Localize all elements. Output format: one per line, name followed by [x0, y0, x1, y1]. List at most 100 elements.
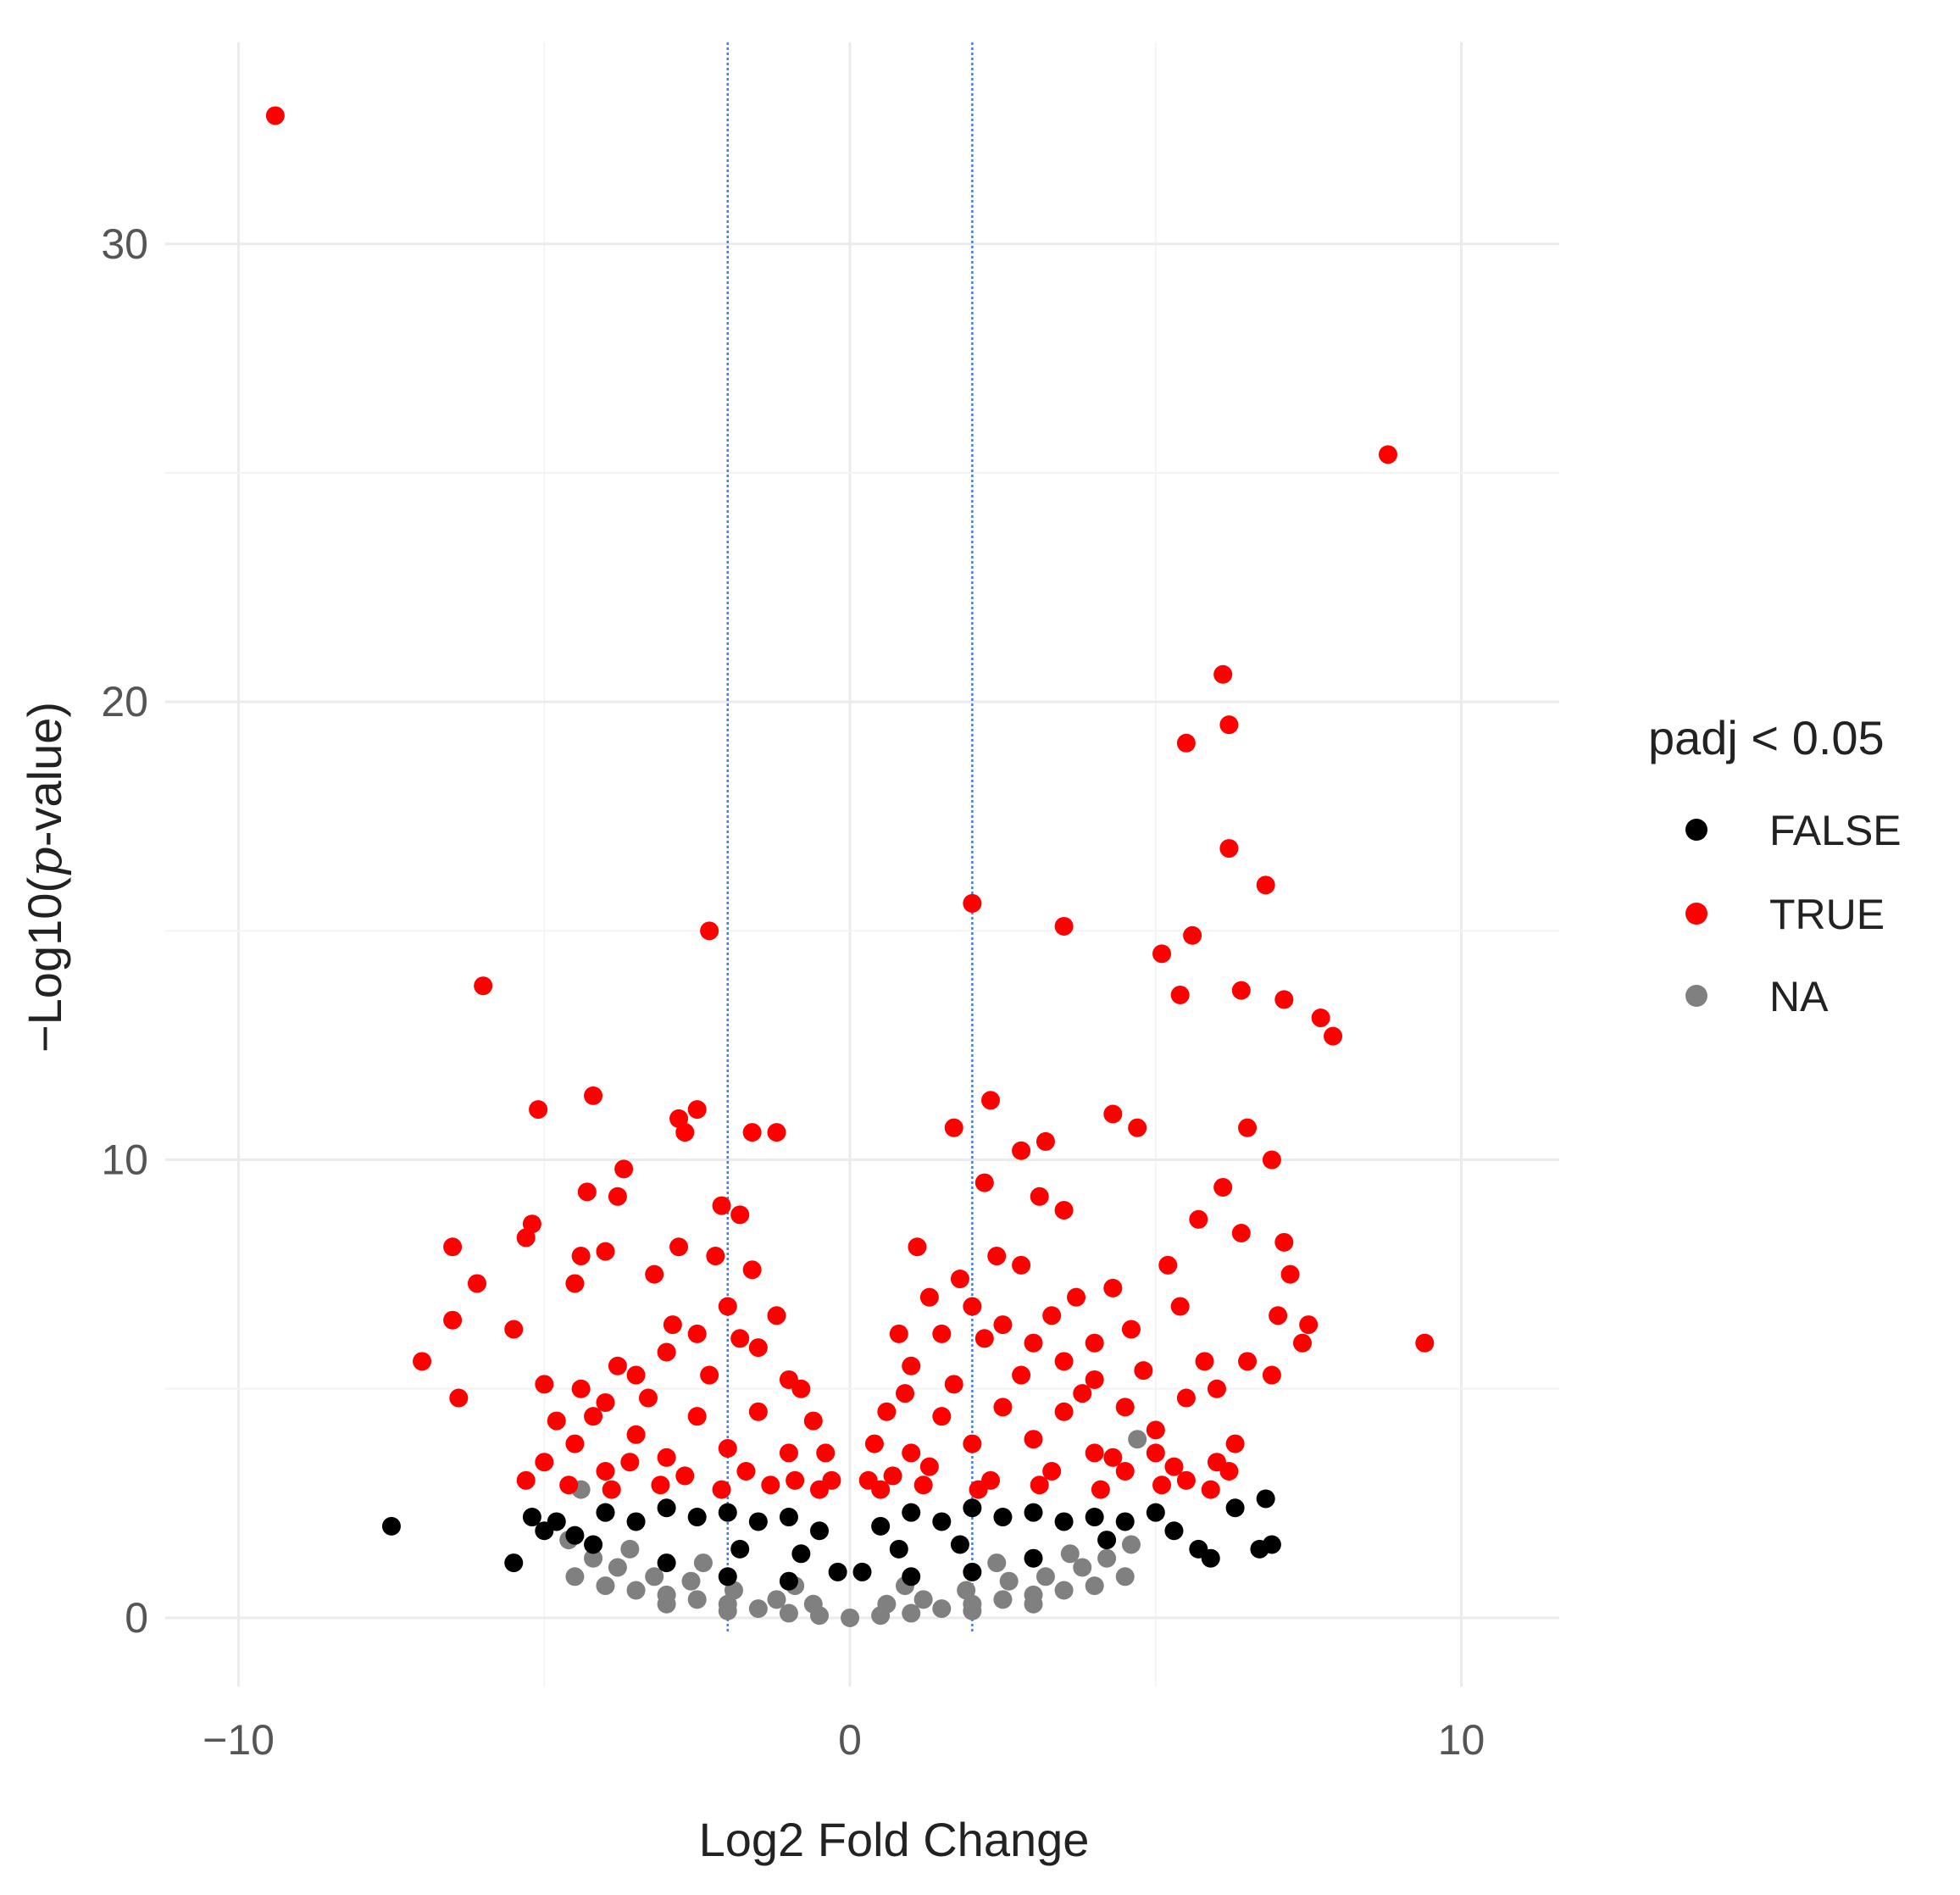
point-true	[626, 1425, 646, 1444]
point-true	[1030, 1475, 1049, 1495]
point-na	[645, 1567, 664, 1587]
point-true	[803, 1411, 823, 1431]
point-true	[896, 1384, 915, 1403]
point-na	[1036, 1567, 1055, 1587]
point-false	[871, 1516, 891, 1536]
point-true	[993, 1315, 1013, 1335]
point-true	[596, 1242, 615, 1261]
point-true	[1269, 1306, 1288, 1325]
x-tick-label: 0	[838, 1716, 862, 1764]
point-true	[565, 1274, 585, 1293]
point-true	[1012, 1365, 1031, 1385]
point-true	[1024, 1333, 1043, 1353]
point-false	[687, 1508, 707, 1527]
point-true	[1042, 1306, 1062, 1325]
point-true	[1134, 1361, 1153, 1381]
point-false	[657, 1553, 676, 1573]
point-true	[596, 1462, 615, 1481]
point-true	[529, 1100, 548, 1120]
grid-lines	[165, 42, 1559, 1687]
point-true	[1219, 715, 1239, 735]
point-true	[504, 1320, 524, 1339]
point-true	[1201, 1480, 1220, 1499]
point-true	[449, 1388, 469, 1408]
point-false	[1097, 1531, 1117, 1550]
point-na	[1097, 1548, 1117, 1568]
point-true	[718, 1438, 737, 1458]
point-true	[1256, 875, 1275, 895]
point-false	[748, 1512, 768, 1531]
point-true	[1219, 1462, 1239, 1481]
point-na	[767, 1590, 786, 1609]
point-false	[718, 1567, 737, 1587]
point-true	[547, 1411, 566, 1431]
point-true	[902, 1443, 921, 1463]
point-true	[1324, 1026, 1343, 1046]
point-false	[1115, 1512, 1135, 1531]
point-na	[1073, 1558, 1092, 1577]
point-true	[987, 1247, 1007, 1266]
point-true	[1195, 1352, 1214, 1371]
point-true	[791, 1379, 811, 1398]
point-na	[999, 1571, 1019, 1591]
point-true	[1378, 445, 1397, 464]
threshold-lines	[726, 42, 974, 1632]
point-true	[1012, 1255, 1031, 1275]
point-true	[742, 1123, 762, 1142]
point-true	[1207, 1379, 1226, 1398]
point-true	[516, 1228, 536, 1248]
point-na	[620, 1539, 640, 1559]
point-false	[1054, 1512, 1074, 1531]
point-false	[584, 1535, 603, 1554]
point-false	[547, 1512, 566, 1531]
point-true	[1189, 1209, 1208, 1229]
point-true	[974, 1173, 994, 1192]
point-true	[981, 1091, 1001, 1110]
point-false	[1250, 1539, 1269, 1559]
point-true	[1091, 1480, 1110, 1499]
legend-label-na: NA	[1769, 973, 1829, 1020]
point-true	[883, 1466, 902, 1486]
y-tick-label: 0	[125, 1594, 148, 1642]
point-true	[1238, 1118, 1258, 1137]
point-na	[877, 1594, 897, 1614]
point-true	[809, 1480, 829, 1499]
point-true	[730, 1205, 750, 1225]
point-true	[1067, 1287, 1086, 1307]
point-true	[663, 1315, 682, 1335]
point-true	[1146, 1420, 1165, 1440]
point-false	[779, 1508, 798, 1527]
point-true	[889, 1324, 908, 1343]
point-true	[687, 1324, 707, 1343]
legend-key-true	[1685, 903, 1707, 925]
point-true	[974, 1329, 994, 1348]
legend-label-true: TRUE	[1769, 891, 1885, 938]
point-true	[571, 1379, 591, 1398]
point-na	[657, 1594, 676, 1614]
point-true	[1311, 1009, 1330, 1028]
point-true	[1176, 733, 1196, 753]
point-true	[1024, 1430, 1043, 1449]
x-axis-title: Log2 Fold Change	[699, 1813, 1090, 1866]
point-na	[963, 1601, 982, 1620]
point-false	[657, 1498, 676, 1518]
point-true	[596, 1392, 615, 1412]
point-na	[626, 1581, 646, 1600]
point-true	[1213, 664, 1233, 684]
point-true	[993, 1398, 1013, 1417]
point-false	[791, 1544, 811, 1564]
point-true	[712, 1480, 731, 1499]
point-true	[736, 1462, 756, 1481]
point-na	[841, 1608, 860, 1627]
point-false	[504, 1553, 524, 1573]
point-na	[803, 1594, 823, 1614]
point-true	[1030, 1186, 1049, 1206]
point-false	[730, 1539, 750, 1559]
point-true	[864, 1434, 884, 1453]
point-true	[871, 1480, 891, 1499]
point-true	[516, 1470, 536, 1490]
point-false	[1225, 1498, 1245, 1518]
point-true	[963, 1297, 982, 1316]
point-true	[1219, 839, 1239, 859]
point-true	[944, 1118, 963, 1137]
